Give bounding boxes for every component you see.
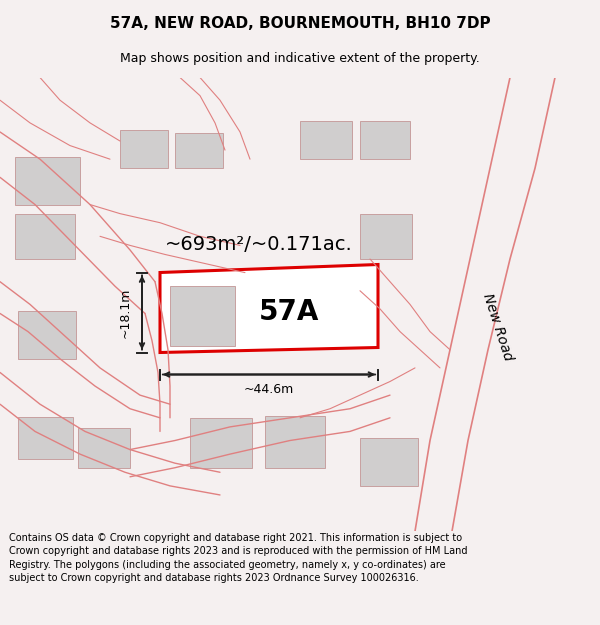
Text: ~18.1m: ~18.1m [119,288,132,338]
Bar [18,311,76,359]
Bar [18,417,73,459]
Bar [120,130,168,168]
Text: ~693m²/~0.171ac.: ~693m²/~0.171ac. [165,235,353,254]
Bar [15,156,80,204]
Bar [190,418,252,468]
Text: Contains OS data © Crown copyright and database right 2021. This information is : Contains OS data © Crown copyright and d… [9,533,467,582]
Bar [360,214,412,259]
Text: 57A, NEW ROAD, BOURNEMOUTH, BH10 7DP: 57A, NEW ROAD, BOURNEMOUTH, BH10 7DP [110,16,490,31]
Polygon shape [160,264,378,352]
Text: ~44.6m: ~44.6m [244,383,294,396]
Bar [300,121,352,159]
Bar [78,428,130,468]
Bar [175,133,223,168]
Bar [170,286,235,346]
Bar [360,121,410,159]
Text: 57A: 57A [259,299,319,326]
Text: New Road: New Road [481,292,515,362]
Bar [360,438,418,486]
Bar [265,416,325,468]
Text: Map shows position and indicative extent of the property.: Map shows position and indicative extent… [120,52,480,64]
Bar [15,214,75,259]
